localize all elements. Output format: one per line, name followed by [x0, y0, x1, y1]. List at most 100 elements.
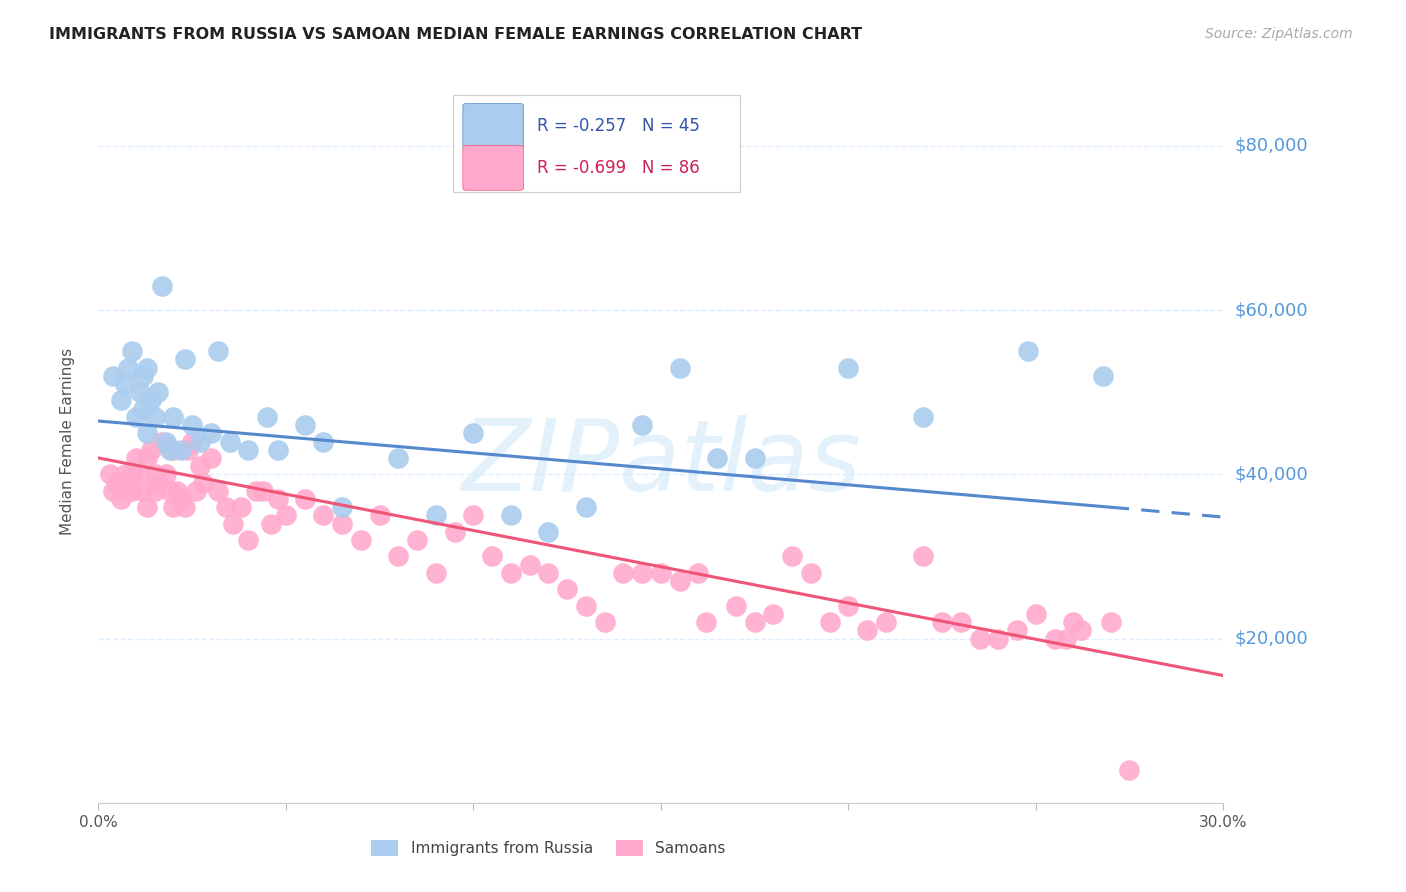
Point: [139, 393, 162, 408]
Point: [537, 566, 560, 580]
Point: [218, 434, 240, 449]
Point: [103, 368, 125, 383]
Point: [350, 533, 373, 547]
Point: [148, 385, 170, 400]
Point: [143, 483, 166, 498]
Point: [193, 475, 215, 490]
Point: [121, 344, 143, 359]
Point: [128, 385, 150, 400]
Point: [387, 450, 409, 465]
Text: $40,000: $40,000: [1234, 466, 1308, 483]
Point: [170, 442, 193, 457]
Point: [200, 426, 222, 441]
Point: [425, 566, 447, 580]
Point: [537, 524, 560, 539]
Point: [706, 450, 728, 465]
FancyBboxPatch shape: [463, 145, 523, 190]
Legend: Immigrants from Russia, Samoans: Immigrants from Russia, Samoans: [363, 832, 734, 863]
FancyBboxPatch shape: [453, 95, 740, 193]
Point: [267, 442, 290, 457]
Point: [631, 566, 654, 580]
Point: [1099, 615, 1122, 630]
Point: [155, 467, 177, 482]
Point: [1025, 607, 1047, 621]
Point: [668, 574, 690, 588]
Text: ZIPatlas: ZIPatlas: [461, 415, 860, 512]
Point: [650, 566, 672, 580]
Point: [207, 483, 229, 498]
Y-axis label: Median Female Earnings: Median Female Earnings: [60, 348, 75, 535]
Point: [117, 483, 139, 498]
Point: [143, 409, 166, 424]
Point: [612, 566, 634, 580]
Point: [631, 418, 654, 433]
Point: [668, 360, 690, 375]
Point: [912, 409, 935, 424]
Point: [170, 491, 193, 506]
Point: [132, 401, 155, 416]
Point: [1092, 368, 1115, 383]
Point: [125, 409, 148, 424]
Point: [1118, 763, 1140, 777]
Point: [132, 483, 155, 498]
Point: [294, 418, 316, 433]
Text: R = -0.699   N = 86: R = -0.699 N = 86: [537, 159, 700, 177]
Point: [519, 558, 541, 572]
Point: [312, 508, 335, 523]
Point: [98, 467, 121, 482]
Point: [267, 491, 290, 506]
Point: [110, 393, 132, 408]
Point: [139, 442, 162, 457]
Point: [128, 467, 150, 482]
Point: [555, 582, 578, 597]
Point: [162, 409, 184, 424]
Text: $20,000: $20,000: [1234, 630, 1308, 648]
Point: [222, 516, 245, 531]
Point: [780, 549, 803, 564]
Point: [184, 483, 207, 498]
Point: [744, 615, 766, 630]
Point: [1017, 344, 1039, 359]
Point: [312, 434, 335, 449]
Point: [173, 352, 195, 367]
FancyBboxPatch shape: [463, 103, 523, 148]
Point: [818, 615, 841, 630]
Point: [837, 599, 859, 613]
Point: [132, 368, 155, 383]
Point: [188, 434, 211, 449]
Point: [987, 632, 1010, 646]
Point: [949, 615, 972, 630]
Point: [260, 516, 283, 531]
Point: [593, 615, 616, 630]
Point: [1054, 632, 1077, 646]
Point: [688, 566, 710, 580]
Point: [724, 599, 747, 613]
Point: [252, 483, 274, 498]
Point: [406, 533, 429, 547]
Point: [181, 434, 204, 449]
Point: [481, 549, 503, 564]
Point: [575, 599, 598, 613]
Point: [1062, 615, 1084, 630]
Point: [443, 524, 465, 539]
Point: [875, 615, 897, 630]
Point: [274, 508, 297, 523]
Point: [166, 483, 188, 498]
Point: [368, 508, 391, 523]
Point: [155, 434, 177, 449]
Point: [103, 483, 125, 498]
Point: [188, 459, 211, 474]
Point: [162, 500, 184, 515]
Point: [117, 360, 139, 375]
Point: [912, 549, 935, 564]
Text: R = -0.257   N = 45: R = -0.257 N = 45: [537, 117, 700, 135]
Point: [105, 475, 128, 490]
Point: [499, 566, 522, 580]
Point: [1070, 624, 1092, 638]
Point: [744, 450, 766, 465]
Point: [159, 442, 181, 457]
Point: [762, 607, 785, 621]
Point: [695, 615, 717, 630]
Point: [463, 508, 485, 523]
Point: [425, 508, 447, 523]
